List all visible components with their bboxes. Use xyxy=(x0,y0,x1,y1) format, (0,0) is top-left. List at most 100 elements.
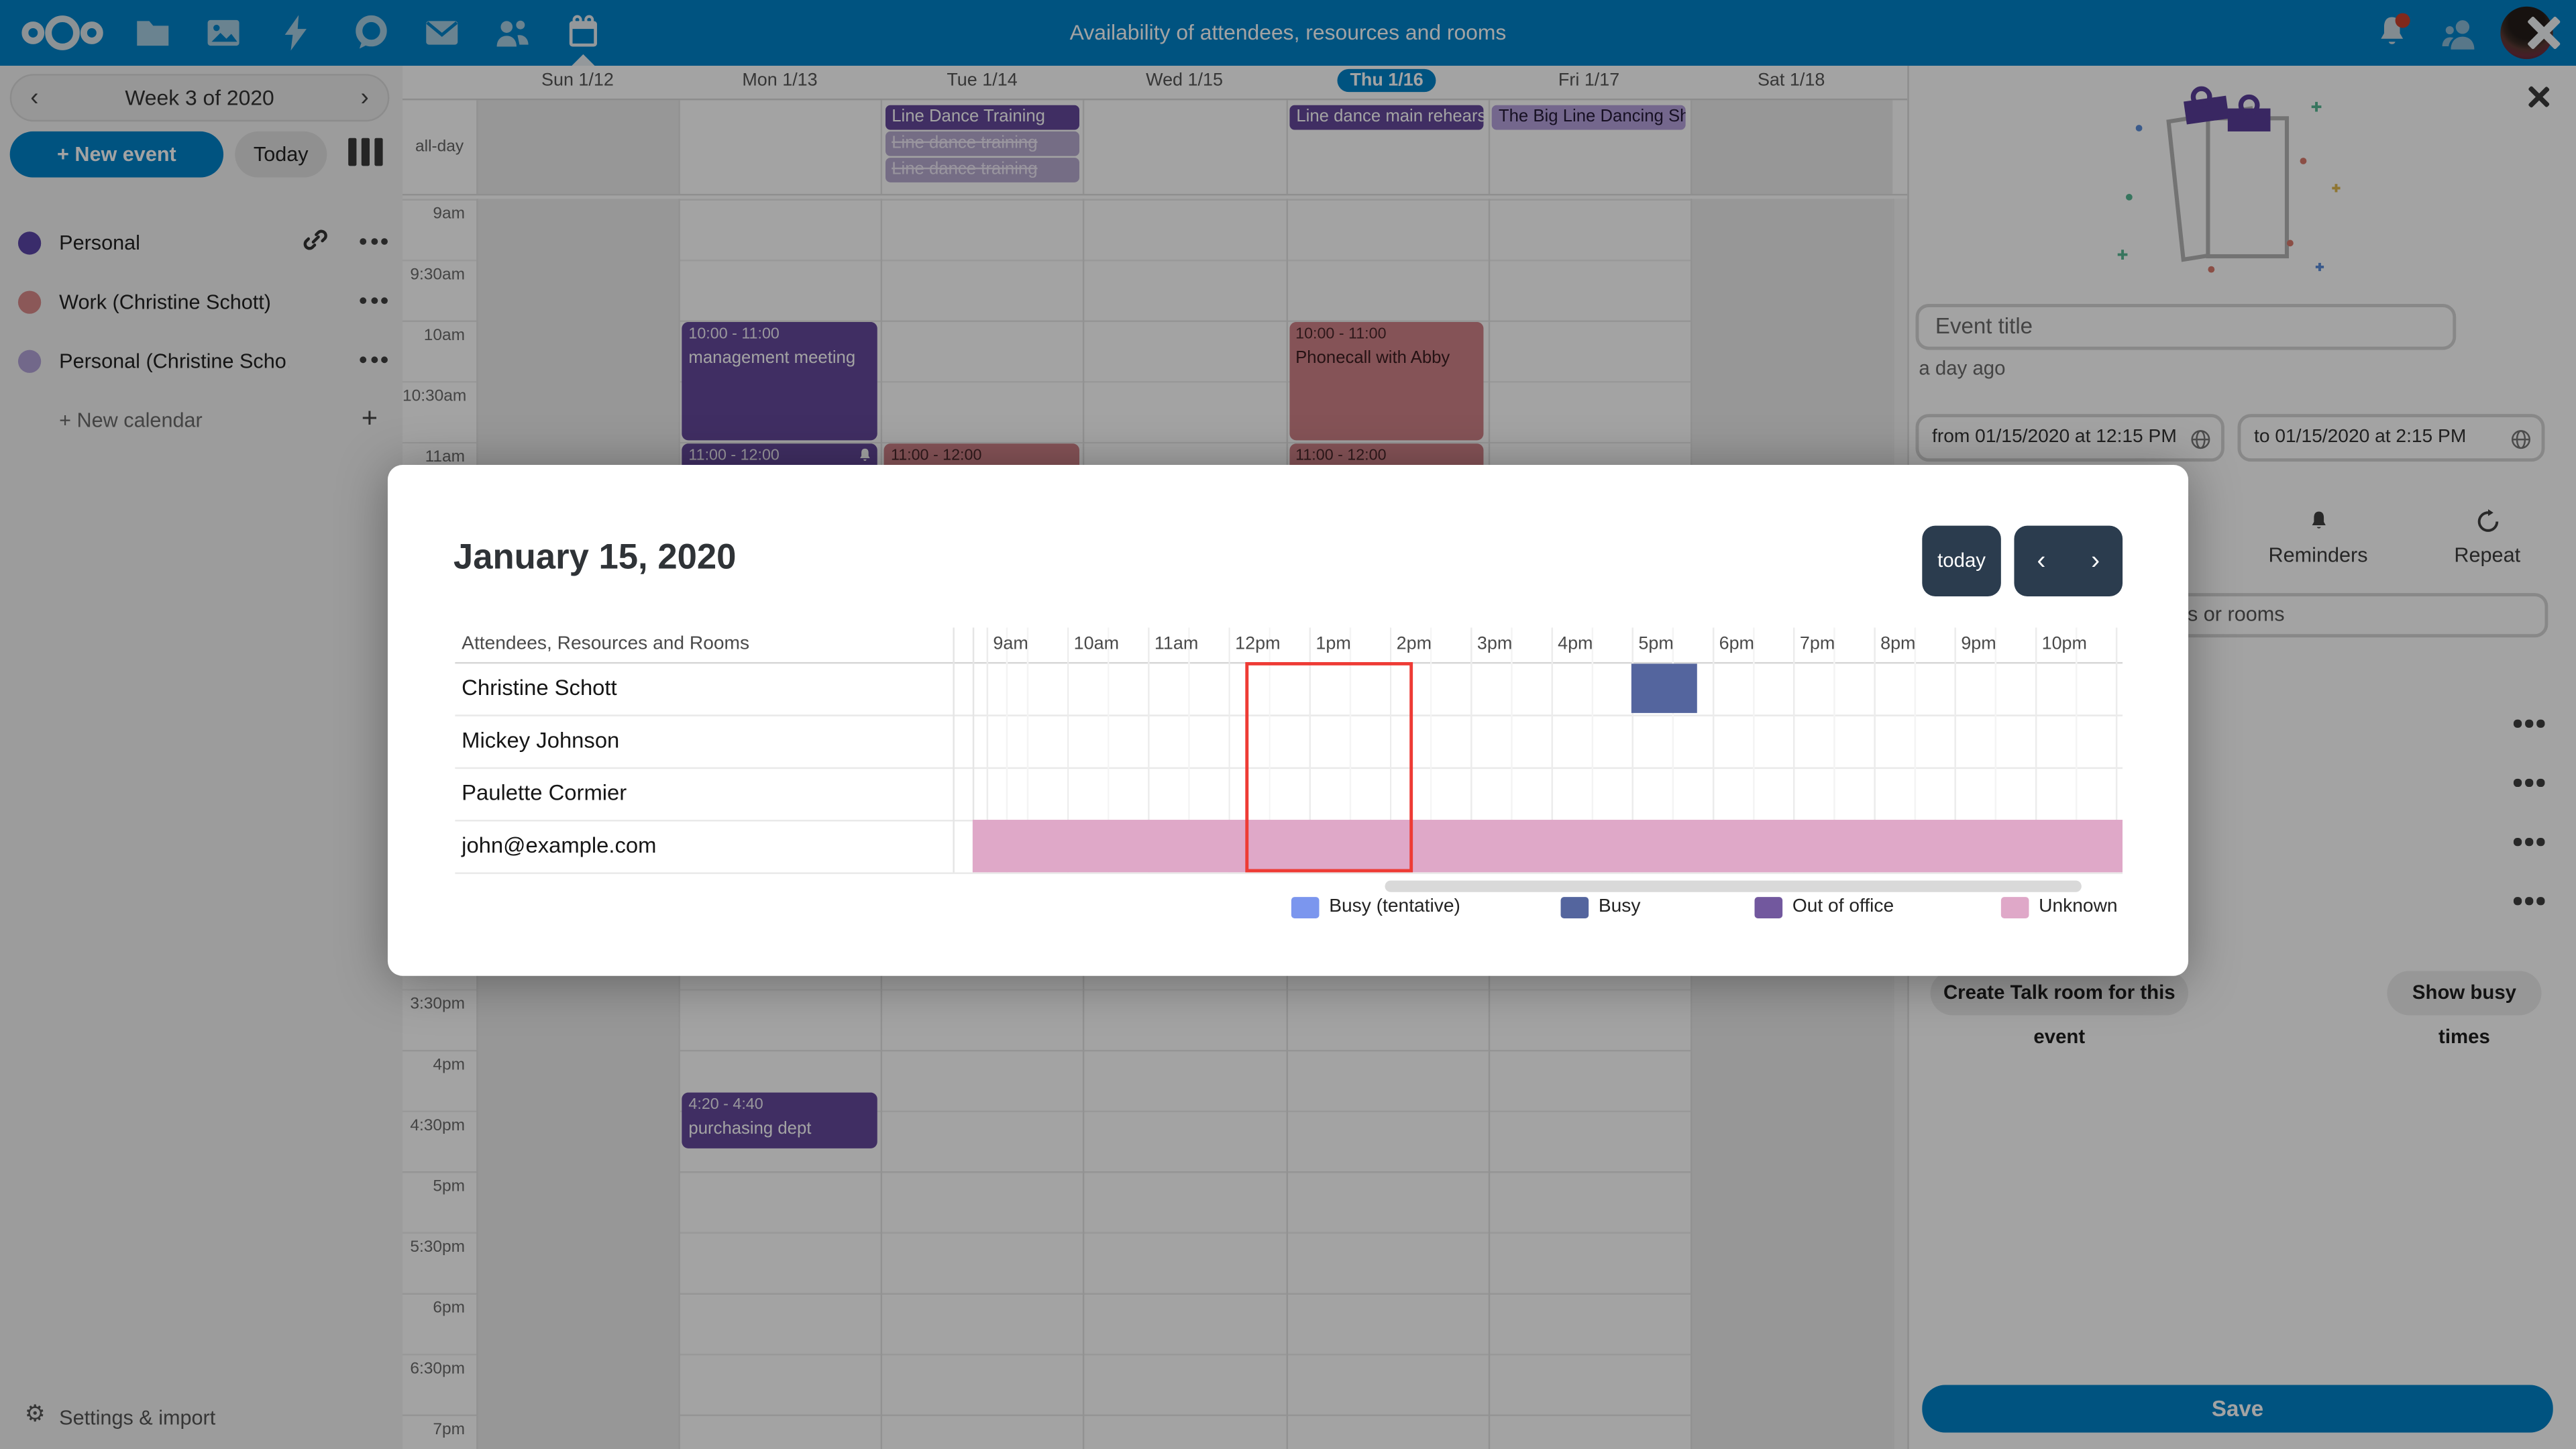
day-header-cell[interactable]: Sat 1/18 xyxy=(1757,70,1825,91)
legend-swatch xyxy=(1754,896,1783,918)
modal-hour-label: 6pm xyxy=(1719,634,1755,654)
unknown-availability-row xyxy=(972,820,2123,872)
availability-grid[interactable]: 9am 10am 11am 12pm 1pm 2pm 3pm 4pm 5pm 6pm 7pm 8pm 9… xyxy=(972,627,2123,873)
contacts-icon[interactable] xyxy=(491,13,534,53)
event-title-input[interactable]: Event title xyxy=(1915,304,2457,350)
nextcloud-logo-icon[interactable] xyxy=(19,10,105,56)
modal-date-title: January 15, 2020 xyxy=(453,537,737,577)
all-day-event[interactable]: Line dance training xyxy=(885,158,1079,182)
selected-timespan-outline[interactable] xyxy=(1245,661,1413,873)
files-icon[interactable] xyxy=(131,13,174,53)
bell-icon xyxy=(2311,511,2325,529)
day-column xyxy=(476,100,679,194)
day-header-cell[interactable]: Sun 1/12 xyxy=(541,70,614,91)
day-header-cell[interactable]: Tue 1/14 xyxy=(947,70,1018,91)
attendee-row-name: Christine Schott xyxy=(462,675,617,700)
day-header-cell[interactable]: Fri 1/17 xyxy=(1558,70,1620,91)
new-calendar-row[interactable]: + New calendar + xyxy=(0,398,402,444)
week-navigation: ‹ Week 3 of 2020 › xyxy=(9,74,390,122)
event-time-label: 11:00 - 12:00 xyxy=(1295,447,1387,466)
modal-hour-label: 4pm xyxy=(1558,634,1593,654)
notifications-bell-icon[interactable] xyxy=(2372,13,2412,53)
time-gutter-label: 5pm xyxy=(433,1177,466,1196)
next-week-icon[interactable]: › xyxy=(360,83,369,112)
busy-block xyxy=(1631,663,1697,713)
attendees-column-header: Attendees, Resources and Rooms xyxy=(462,634,750,654)
new-calendar-label: + New calendar xyxy=(59,409,203,433)
day-header-cell[interactable]: Wed 1/15 xyxy=(1146,70,1223,91)
legend-swatch xyxy=(1291,896,1320,918)
all-day-event[interactable]: Line Dance Training xyxy=(885,105,1079,129)
time-gutter-label: 10am xyxy=(423,327,466,345)
notification-badge xyxy=(2395,13,2410,28)
calendar-name: Personal (Christine Scho… xyxy=(59,350,290,373)
modal-hour-label: 3pm xyxy=(1477,634,1513,654)
calendar-event[interactable]: 10:00 - 11:00 management meeting xyxy=(682,322,877,441)
attendee-actions-menu[interactable] xyxy=(2513,837,2544,846)
modal-hour-label: 9pm xyxy=(1961,634,1996,654)
calendar-app-icon[interactable] xyxy=(562,13,605,53)
modal-day-navigation: ‹ › xyxy=(2014,525,2123,596)
calendar-actions-menu[interactable] xyxy=(360,297,388,305)
start-datetime-input[interactable]: from 01/15/2020 at 12:15 PM xyxy=(1915,414,2224,462)
calendar-list-item[interactable]: Personal xyxy=(0,220,402,266)
day-header-cell[interactable]: Thu 1/16 xyxy=(1285,66,1488,99)
calendar-actions-menu[interactable] xyxy=(360,238,388,245)
attendee-row-name: Paulette Cormier xyxy=(462,780,627,806)
event-time-label: 4:20 - 4:40 xyxy=(688,1095,763,1114)
next-day-icon[interactable]: › xyxy=(2091,546,2100,574)
modal-hour-label: 7pm xyxy=(1799,634,1835,654)
talk-icon[interactable] xyxy=(350,13,393,53)
save-button[interactable]: Save xyxy=(1922,1385,2553,1433)
mail-icon[interactable] xyxy=(421,13,464,53)
contacts-menu-icon[interactable] xyxy=(2438,13,2481,53)
share-link-icon[interactable] xyxy=(301,225,337,262)
settings-label: Settings & import xyxy=(59,1406,216,1430)
calendar-actions-menu[interactable] xyxy=(360,356,388,364)
calendar-name: Work (Christine Schott) xyxy=(59,290,272,314)
calendar-list-item[interactable]: Personal (Christine Scho… xyxy=(0,338,402,384)
calendar-event[interactable]: 10:00 - 11:00 Phonecall with Abby xyxy=(1289,322,1484,441)
photos-icon[interactable] xyxy=(202,13,245,53)
timezone-globe-icon[interactable] xyxy=(2510,429,2532,450)
repeat-icon xyxy=(2477,509,2498,532)
legend-label: Busy xyxy=(1598,897,1641,917)
tab-repeat[interactable]: Repeat xyxy=(2405,509,2569,575)
attendee-row-name: john@example.com xyxy=(462,833,657,858)
attendee-actions-menu[interactable] xyxy=(2513,897,2544,905)
day-column xyxy=(1488,100,1690,194)
day-column xyxy=(678,100,881,194)
calendar-list-item[interactable]: Work (Christine Schott) xyxy=(0,279,402,325)
all-day-event[interactable]: The Big Line Dancing Show xyxy=(1492,105,1686,129)
attendee-actions-menu[interactable] xyxy=(2513,778,2544,786)
modal-hour-label: 10pm xyxy=(2041,634,2088,654)
event-time-label: 10:00 - 11:00 xyxy=(1295,325,1387,343)
day-header-cell[interactable]: Mon 1/13 xyxy=(742,70,818,91)
all-day-event[interactable]: Line dance main rehearsal xyxy=(1289,105,1484,129)
modal-hour-label: 10am xyxy=(1073,634,1120,654)
time-gutter-label: 3:30pm xyxy=(410,996,466,1014)
previous-day-icon[interactable]: ‹ xyxy=(2037,546,2046,574)
calendar-left-sidebar: ‹ Week 3 of 2020 › + New event Today Per… xyxy=(0,65,405,1449)
attendee-actions-menu[interactable] xyxy=(2513,719,2544,727)
previous-week-icon[interactable]: ‹ xyxy=(30,83,39,112)
settings-and-import[interactable]: ⚙ Settings & import xyxy=(0,1398,402,1438)
modal-today-button[interactable]: today xyxy=(1922,525,2001,596)
create-talk-room-button[interactable]: Create Talk room for this event xyxy=(1930,971,2189,1048)
calendar-event[interactable]: 4:20 - 4:40 purchasing dept xyxy=(682,1091,877,1148)
horizontal-scrollbar[interactable] xyxy=(1385,880,2082,892)
end-datetime-input[interactable]: to 01/15/2020 at 2:15 PM xyxy=(2237,414,2545,462)
tab-reminders[interactable]: Reminders xyxy=(2236,509,2400,575)
all-day-section: all-day Line Dance Training Line dance tr… xyxy=(402,100,1908,196)
availability-table: Attendees, Resources and Rooms Christine… xyxy=(455,627,2123,874)
new-event-button[interactable]: + New event xyxy=(9,131,224,178)
view-toggle-icon[interactable] xyxy=(338,138,390,171)
timezone-globe-icon[interactable] xyxy=(2190,429,2211,450)
plus-icon[interactable]: + xyxy=(361,402,378,434)
all-day-event[interactable]: Line dance training xyxy=(885,131,1079,156)
event-time-label: 11:00 - 12:00 xyxy=(890,447,982,466)
today-button[interactable]: Today xyxy=(235,131,327,178)
show-busy-times-button[interactable]: Show busy times xyxy=(2387,971,2542,1048)
time-gutter-label: 5:30pm xyxy=(410,1238,466,1257)
activity-icon[interactable] xyxy=(274,13,317,53)
